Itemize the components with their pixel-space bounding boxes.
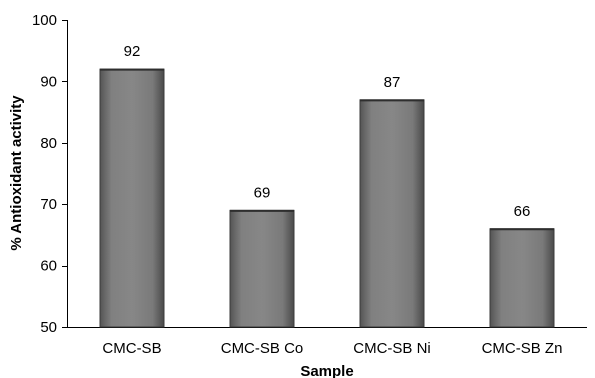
y-tick-label: 80 bbox=[40, 135, 57, 152]
data-label: 87 bbox=[384, 74, 401, 91]
data-label-group: 92 69 87 66 bbox=[124, 43, 531, 220]
y-tick-label: 50 bbox=[40, 319, 57, 336]
data-label: 92 bbox=[124, 43, 141, 60]
y-tick-label: 90 bbox=[40, 73, 57, 90]
bar-cmc-sb-zn bbox=[489, 228, 555, 328]
y-tick-label: 60 bbox=[40, 258, 57, 275]
y-tick-label: 70 bbox=[40, 196, 57, 213]
bar-cmc-sb-co bbox=[229, 209, 295, 328]
bar-group bbox=[99, 68, 555, 328]
y-tick-label: 100 bbox=[32, 12, 57, 29]
x-tick-label: CMC-SB Zn bbox=[482, 340, 563, 357]
y-axis-title: % Antioxidant activity bbox=[8, 95, 25, 251]
data-label: 66 bbox=[514, 203, 531, 220]
y-tick-group: 50 60 70 80 90 100 bbox=[32, 12, 67, 336]
bar-cmc-sb bbox=[99, 68, 165, 328]
bar-cmc-sb-ni bbox=[359, 99, 425, 328]
x-tick-label: CMC-SB Ni bbox=[353, 340, 431, 357]
data-label: 69 bbox=[254, 184, 271, 201]
x-tick-label: CMC-SB Co bbox=[221, 340, 304, 357]
x-tick-group: CMC-SB CMC-SB Co CMC-SB Ni CMC-SB Zn bbox=[102, 340, 562, 357]
x-axis-title: Sample bbox=[300, 363, 353, 378]
x-tick-label: CMC-SB bbox=[102, 340, 161, 357]
